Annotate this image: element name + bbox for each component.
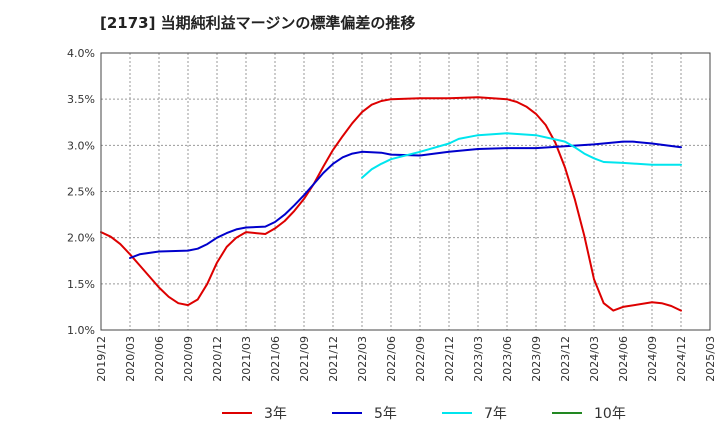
x-tick-label: 2020/03 <box>124 336 137 382</box>
chart-title: [2173] 当期純利益マージンの標準偏差の推移 <box>100 14 416 32</box>
x-axis: 2019/12 2020/03 2020/06 2020/09 2020/12 2021/… <box>95 336 717 382</box>
x-tick-label: 2022/09 <box>414 336 427 382</box>
x-tick-label: 2022/06 <box>385 336 398 382</box>
x-tick-label: 2025/03 <box>704 336 717 382</box>
x-tick-label: 2023/03 <box>472 336 485 382</box>
series-lines <box>100 96 682 312</box>
y-tick-label: 2.0% <box>67 232 95 245</box>
series-line-3年 <box>100 96 682 312</box>
x-tick-label: 2023/09 <box>530 336 543 382</box>
y-tick-label: 3.5% <box>67 93 95 106</box>
x-tick-label: 2021/06 <box>269 336 282 382</box>
x-tick-label: 2020/06 <box>153 336 166 382</box>
y-axis: 1.0% 1.5% 2.0% 2.5% 3.0% 3.5% 4.0% <box>67 47 95 337</box>
legend-label-5年: 5年 <box>374 406 397 422</box>
series-line-7年 <box>361 132 682 179</box>
series-line-5年 <box>129 140 682 259</box>
x-tick-label: 2020/12 <box>211 336 224 382</box>
y-tick-label: 1.5% <box>67 278 95 291</box>
x-tick-label: 2023/06 <box>501 336 514 382</box>
x-tick-label: 2023/12 <box>559 336 572 382</box>
x-tick-label: 2022/03 <box>356 336 369 382</box>
y-tick-label: 2.5% <box>67 186 95 199</box>
legend: 3年 5年 7年 10年 <box>222 406 626 422</box>
x-tick-label: 2020/09 <box>182 336 195 382</box>
x-tick-label: 2024/03 <box>588 336 601 382</box>
y-tick-label: 4.0% <box>67 47 95 60</box>
x-tick-label: 2024/06 <box>617 336 630 382</box>
legend-label-7年: 7年 <box>484 406 507 422</box>
x-tick-label: 2021/12 <box>327 336 340 382</box>
x-tick-label: 2019/12 <box>95 336 108 382</box>
x-tick-label: 2021/03 <box>240 336 253 382</box>
legend-label-10年: 10年 <box>594 406 626 422</box>
x-tick-label: 2024/12 <box>675 336 688 382</box>
x-tick-label: 2024/09 <box>646 336 659 382</box>
x-tick-label: 2021/09 <box>298 336 311 382</box>
plot-frame <box>100 52 711 331</box>
grid <box>100 52 711 331</box>
y-tick-label: 1.0% <box>67 324 95 337</box>
x-tick-label: 2022/12 <box>443 336 456 382</box>
y-tick-label: 3.0% <box>67 139 95 152</box>
legend-label-3年: 3年 <box>264 406 287 422</box>
